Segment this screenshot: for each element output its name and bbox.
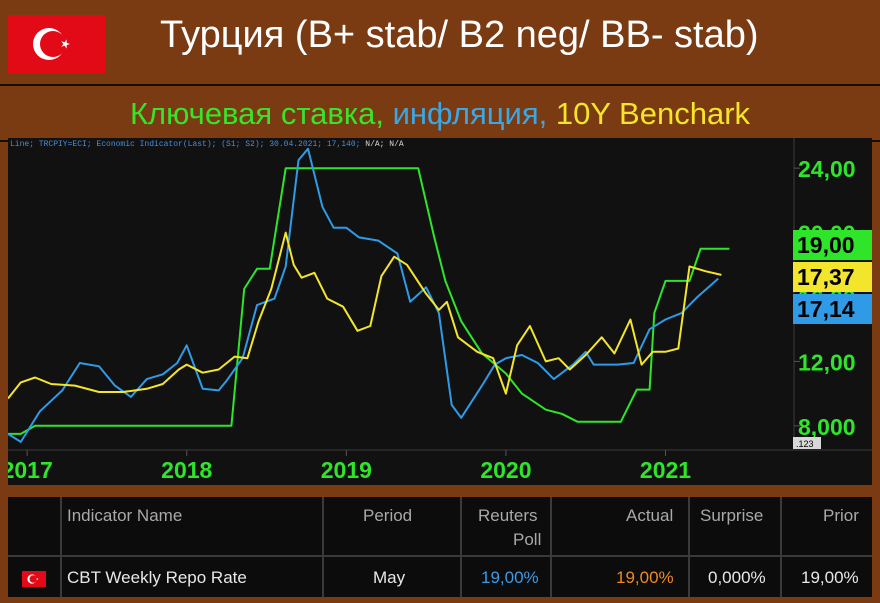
x-tick-label: 2019 [321,457,372,483]
page-title: Турция (B+ stab/ B2 neg/ BB- stab) [160,14,759,56]
header: Турция (B+ stab/ B2 neg/ BB- stab) [0,0,880,78]
y-axis-badge-box [793,437,821,449]
series-line-key_rate [8,167,730,435]
x-tick-label: 2020 [480,457,531,483]
table-divider [8,555,872,557]
x-tick-label: 2017 [8,457,53,483]
table-col-divider [550,497,552,597]
y-tick-label: 8,000 [798,414,856,440]
header-actual: Actual [626,506,674,525]
subtitle-band: Ключевая ставка, инфляция, 10Y Benchark [0,84,880,142]
table-col-divider [322,497,324,597]
last-value-box [793,294,872,324]
row-prior: 19,00% [801,568,859,587]
table-col-divider [688,497,690,597]
table-col-divider [780,497,782,597]
y-axis-badge: .123 [796,439,814,449]
row-period: May [373,568,406,587]
subtitle-inflation: инфляция, [392,96,548,131]
legend-na-text: N/A; N/A [365,140,404,149]
table-col-divider [460,497,462,597]
row-indicator: CBT Weekly Repo Rate [67,568,247,587]
header-poll-line2: Poll [513,530,542,549]
chart-legend-text: Line; TRCPIY=ECI; Economic Indicator(Las… [10,140,404,149]
subtitle-key-rate: Ключевая ставка, [129,96,384,131]
turkey-flag-icon [8,15,105,73]
row-poll: 19,00% [481,568,539,587]
indicator-table: Indicator Name Period Reuters Poll Actua… [8,497,872,597]
legend-main-text: Line; TRCPIY=ECI; Economic Indicator(Las… [10,140,361,149]
last-value-label: 19,00 [797,232,855,258]
header-indicator: Indicator Name [67,506,183,525]
subtitle-bond: 10Y Benchark [555,96,751,131]
turkey-mini-flag-icon [22,571,46,587]
last-value-box [793,230,872,260]
header-poll-line1: Reuters [478,506,538,525]
header-prior: Prior [823,506,859,525]
chart-panel: Line; TRCPIY=ECI; Economic Indicator(Las… [2,138,872,485]
series-line-bond_10y [7,231,722,400]
row-surprise: 0,000% [708,568,766,587]
last-value-label: 17,37 [797,264,855,290]
x-tick-label: 2021 [640,457,691,483]
header-surprise: Surprise [700,506,764,525]
last-value-box [793,262,872,292]
y-tick-label: 24,00 [798,156,856,182]
x-tick-label: 2018 [161,457,212,483]
y-tick-label: 12,00 [798,349,856,375]
table-col-divider [60,497,62,597]
series-line-inflation [7,147,719,443]
last-value-label: 17,14 [797,296,855,322]
header-period: Period [363,506,413,525]
subtitle: Ключевая ставка, инфляция, 10Y Benchark [0,96,880,132]
line-chart: 24,0020,0016,0012,008,000201720182019202… [2,138,872,483]
row-actual: 19,00% [616,568,674,587]
